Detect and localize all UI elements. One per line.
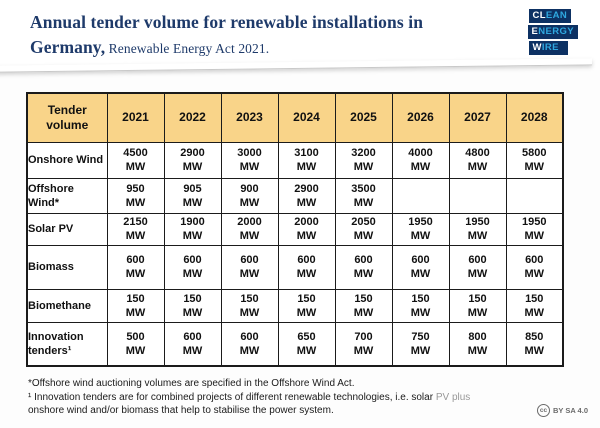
value-cell: 150 MW xyxy=(334,288,393,323)
value-cell: 3100 MW xyxy=(277,141,336,179)
value-cell: 600 MW xyxy=(106,244,165,290)
value-cell: 600 MW xyxy=(391,244,450,290)
license-badge: cc BY SA 4.0 xyxy=(536,404,588,417)
title-line1: Annual tender volume for renewable insta… xyxy=(30,12,424,32)
value-cell: 2900 MW xyxy=(163,141,222,179)
value-cell: 1950 MW xyxy=(448,212,507,246)
value-cell: 5800 MW xyxy=(505,141,564,179)
year-header-2022: 2022 xyxy=(163,92,222,143)
value-cell: 150 MW xyxy=(220,288,279,323)
page-title: Annual tender volume for renewable insta… xyxy=(30,10,500,61)
value-cell: 2000 MW xyxy=(277,212,336,246)
logo-row-clean: CLEAN xyxy=(529,9,572,23)
value-cell: 900 MW xyxy=(220,177,279,214)
year-header-2027: 2027 xyxy=(448,92,507,143)
footnote-innovation-main: ¹ Innovation tenders are for combined pr… xyxy=(28,391,436,403)
value-cell: 1900 MW xyxy=(163,212,222,246)
table-row: Innovation tenders¹ 500 MW 600 MW 600 MW 650 MW 7… xyxy=(26,321,564,367)
title-germany: Germany, xyxy=(30,37,106,57)
table-body: Onshore Wind 4500 MW 2900 MW 3000 MW 3100 MW 3200… xyxy=(26,141,564,367)
table-row: Solar PV 2150 MW 1900 MW 2000 MW 2000 MW 2050 MW 19… xyxy=(26,212,564,246)
license-label: BY SA 4.0 xyxy=(552,406,588,415)
value-cell: 600 MW xyxy=(163,321,222,367)
footnote-innovation: ¹ Innovation tenders are for combined pr… xyxy=(28,391,568,405)
table-header-row: Tender volume 2021 2022 2023 2024 2025 2… xyxy=(26,92,564,143)
table-row: Onshore Wind 4500 MW 2900 MW 3000 MW 3100 MW 3200… xyxy=(26,141,564,179)
value-cell: 600 MW xyxy=(334,244,393,290)
table-row: Biomethane 150 MW 150 MW 150 MW 150 MW 150 MW 150 MW… xyxy=(26,288,564,323)
value-cell: 2900 MW xyxy=(277,177,336,214)
value-cell: 600 MW xyxy=(220,321,279,367)
year-header-2023: 2023 xyxy=(220,92,279,143)
cc-icon: cc xyxy=(536,404,550,417)
value-cell: 4800 MW xyxy=(448,141,507,179)
year-header-2026: 2026 xyxy=(391,92,450,143)
clean-energy-wire-logo: CLEAN ENERGY WIRE xyxy=(528,9,578,55)
header-card: Annual tender volume for renewable insta… xyxy=(0,0,600,70)
value-cell: 650 MW xyxy=(277,321,336,367)
value-cell: 150 MW xyxy=(163,288,222,323)
footnotes: *Offshore wind auctioning volumes are sp… xyxy=(28,377,568,418)
logo-energy-white: E xyxy=(531,26,539,37)
value-cell: 3000 MW xyxy=(220,141,279,179)
logo-energy-blue: NERGY xyxy=(538,26,574,37)
footnote-innovation-faded: PV plus xyxy=(435,391,471,403)
row-label: Biomethane xyxy=(26,288,108,323)
value-cell: 600 MW xyxy=(448,244,507,290)
logo-row-energy: ENERGY xyxy=(528,25,578,39)
year-header-2021: 2021 xyxy=(106,92,165,143)
value-cell: 600 MW xyxy=(163,244,222,290)
value-cell: 500 MW xyxy=(106,321,165,367)
corner-header-cell: Tender volume xyxy=(26,92,108,143)
value-cell: 3500 MW xyxy=(334,177,393,214)
value-cell: 150 MW xyxy=(277,288,336,323)
value-cell: 600 MW xyxy=(505,244,564,290)
value-cell: 150 MW xyxy=(391,288,450,323)
value-cell: 850 MW xyxy=(505,321,564,367)
tender-volume-table: Tender volume 2021 2022 2023 2024 2025 2… xyxy=(26,92,564,367)
value-cell: 2150 MW xyxy=(106,212,165,246)
value-cell: 905 MW xyxy=(163,177,222,214)
row-label: Offshore Wind* xyxy=(26,177,108,214)
table-row: Offshore Wind* 950 MW 905 MW 900 MW 2900 MW 3500 M… xyxy=(26,177,564,214)
row-label: Onshore Wind xyxy=(26,141,108,179)
logo-clean-blue: EAN xyxy=(545,10,568,21)
value-cell: 750 MW xyxy=(391,321,450,367)
footnote-innovation-cont: onshore wind and/or biomass that help to… xyxy=(28,405,334,416)
value-cell: 2000 MW xyxy=(220,212,279,246)
logo-clean-white: CL xyxy=(532,10,546,21)
table-row: Biomass 600 MW 600 MW 600 MW 600 MW 600 MW 600 MW 600… xyxy=(26,244,564,290)
value-cell xyxy=(505,177,564,214)
year-header-2025: 2025 xyxy=(334,92,393,143)
footnote-offshore: *Offshore wind auctioning volumes are sp… xyxy=(28,378,355,389)
logo-wire-blue: IRE xyxy=(541,42,559,53)
value-cell: 150 MW xyxy=(505,288,564,323)
value-cell: 700 MW xyxy=(334,321,393,367)
title-subtitle: Renewable Energy Act 2021. xyxy=(105,41,270,56)
value-cell: 3200 MW xyxy=(334,141,393,179)
value-cell: 2050 MW xyxy=(334,212,393,246)
value-cell: 150 MW xyxy=(448,288,507,323)
value-cell: 4500 MW xyxy=(106,141,165,179)
value-cell: 4000 MW xyxy=(391,141,450,179)
year-header-2024: 2024 xyxy=(277,92,336,143)
logo-wire-white: W xyxy=(532,42,542,53)
value-cell: 600 MW xyxy=(220,244,279,290)
value-cell: 800 MW xyxy=(448,321,507,367)
value-cell xyxy=(391,177,450,214)
value-cell: 150 MW xyxy=(106,288,165,323)
value-cell: 1950 MW xyxy=(505,212,564,246)
value-cell: 1950 MW xyxy=(391,212,450,246)
row-label: Innovation tenders¹ xyxy=(26,321,108,367)
value-cell: 600 MW xyxy=(277,244,336,290)
year-header-2028: 2028 xyxy=(505,92,564,143)
value-cell: 950 MW xyxy=(106,177,165,214)
row-label: Solar PV xyxy=(26,212,108,246)
row-label: Biomass xyxy=(26,244,108,290)
logo-row-wire: WIRE xyxy=(529,41,568,55)
value-cell xyxy=(448,177,507,214)
